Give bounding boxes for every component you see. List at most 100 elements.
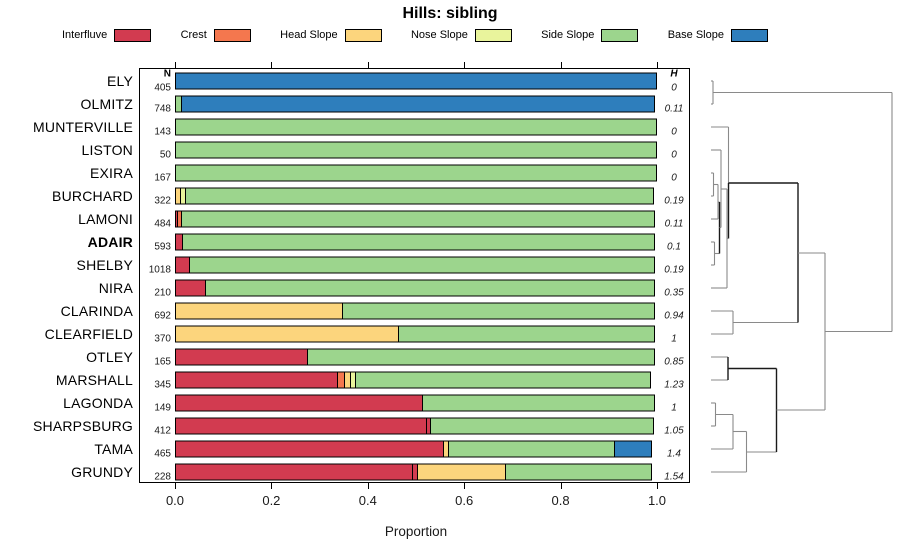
n-value: 228 <box>154 471 171 483</box>
x-axis-top-tick <box>367 62 369 68</box>
n-value: 484 <box>154 218 171 230</box>
n-value: 1018 <box>148 264 171 276</box>
x-axis-tick-label: 0.2 <box>262 493 281 508</box>
row-label: LAMONI <box>78 211 133 227</box>
n-value: 692 <box>154 310 171 322</box>
x-axis-tick-label: 0.0 <box>165 493 185 508</box>
x-axis-tick <box>560 483 562 489</box>
row-label: EXIRA <box>89 165 133 181</box>
plot-area <box>139 68 690 483</box>
bar <box>175 118 657 136</box>
n-value: 50 <box>159 149 171 161</box>
bar <box>175 279 656 297</box>
legend-item: Head Slope <box>280 28 382 42</box>
bar <box>175 141 657 159</box>
legend-label: Head Slope <box>280 29 338 41</box>
bar-segment-side <box>397 325 656 343</box>
row-label: CLEARFIELD <box>44 326 133 342</box>
legend-swatch <box>474 28 512 42</box>
x-axis-tick-label: 1.0 <box>647 493 667 508</box>
bar <box>175 256 656 274</box>
row-label: MUNTERVILLE <box>33 119 133 135</box>
x-axis-tick <box>175 483 176 489</box>
n-value: 322 <box>154 195 171 207</box>
bar <box>175 95 656 113</box>
h-value: 0.19 <box>664 195 684 207</box>
h-value: 0 <box>671 126 677 138</box>
h-value: 0 <box>671 82 677 94</box>
bar-segment-base <box>180 95 656 113</box>
n-value: 143 <box>154 126 171 138</box>
h-value: 1 <box>671 333 677 345</box>
row-label: NIRA <box>98 280 133 296</box>
bar <box>175 233 656 251</box>
x-axis-top-tick <box>271 62 273 68</box>
x-axis-tick-label: 0.4 <box>358 493 377 508</box>
legend-swatch <box>601 28 639 42</box>
row-label: LAGONDA <box>63 395 133 411</box>
x-axis-tick <box>657 483 658 489</box>
bar <box>175 371 651 389</box>
bar-segment-side <box>429 417 654 435</box>
h-column-header: H <box>670 68 678 80</box>
legend-label: Crest <box>180 29 207 41</box>
x-axis-title: Proportion <box>384 524 448 539</box>
bar-segment-side <box>181 210 655 228</box>
n-value: 748 <box>154 103 171 115</box>
row-label: SHELBY <box>76 257 133 273</box>
row-label: TAMA <box>94 441 133 457</box>
h-value: 1 <box>671 402 677 414</box>
row-label: ELY <box>106 73 133 89</box>
bar <box>175 348 656 366</box>
legend-item: Nose Slope <box>410 28 512 42</box>
n-value: 405 <box>154 82 171 94</box>
n-value: 593 <box>154 241 171 253</box>
x-axis-top-tick <box>560 62 562 68</box>
legend-swatch <box>344 28 382 42</box>
x-axis-tick <box>367 483 369 489</box>
legend-item: Base Slope <box>668 28 768 42</box>
n-value: 370 <box>154 333 171 345</box>
bar <box>175 187 654 205</box>
bar-segment-side <box>175 164 657 182</box>
legend-swatch <box>114 28 152 42</box>
x-axis-tick-label: 0.8 <box>551 493 570 508</box>
row-label: SHARPSBURG <box>32 418 133 434</box>
h-value: 1.23 <box>664 379 684 391</box>
row-label: OTLEY <box>86 349 133 365</box>
bar-segment-side <box>175 141 657 159</box>
bar <box>175 302 656 320</box>
row-label: GRUNDY <box>71 464 133 480</box>
bar-segment-side <box>421 394 656 412</box>
row-label: MARSHALL <box>55 372 133 388</box>
n-value: 412 <box>154 425 171 437</box>
n-value: 345 <box>154 379 171 391</box>
x-axis-top-tick <box>657 62 658 68</box>
x-axis-top-tick <box>464 62 466 68</box>
bar <box>175 463 653 481</box>
x-axis-tick-label: 0.6 <box>455 493 474 508</box>
bar <box>175 72 657 90</box>
row-label: ADAIR <box>87 234 133 250</box>
n-value: 465 <box>154 448 171 460</box>
bar-segment-side <box>307 348 656 366</box>
h-value: 0 <box>671 172 677 184</box>
bar <box>175 164 657 182</box>
n-value: 210 <box>154 287 171 299</box>
x-axis-top-tick <box>175 62 176 68</box>
bar-segment-side <box>175 118 657 136</box>
x-axis-tick <box>271 483 273 489</box>
legend-item: Side Slope <box>541 28 639 42</box>
legend-label: Nose Slope <box>410 29 468 41</box>
h-value: 1.54 <box>664 471 684 483</box>
row-label: OLMITZ <box>80 96 133 112</box>
row-label: CLARINDA <box>60 303 133 319</box>
bar-segment-side <box>205 279 656 297</box>
bar <box>175 210 655 228</box>
bar <box>175 325 656 343</box>
n-value: 167 <box>154 172 171 184</box>
h-value: 1.4 <box>667 448 681 460</box>
legend-swatch <box>730 28 768 42</box>
h-value: 0.19 <box>664 264 684 276</box>
